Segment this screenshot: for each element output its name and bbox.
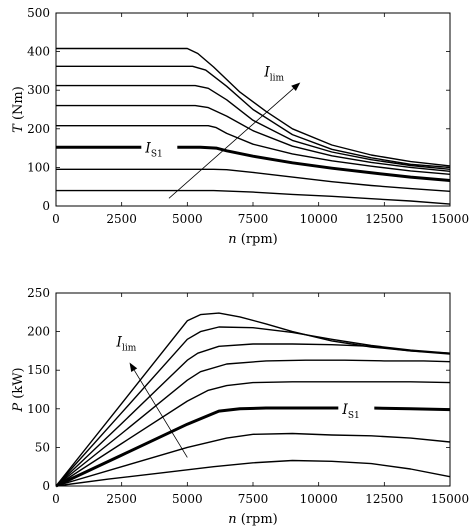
torque-curve-7: [56, 65, 451, 169]
power-y-tick-label: 50: [35, 440, 50, 454]
power-curve-1: [55, 459, 451, 487]
power-ilim-arrow: [129, 362, 188, 458]
torque-is1-sub: S1: [151, 149, 163, 159]
torque-y-tick-label: 300: [27, 83, 50, 97]
torque-x-tick-label: 5000: [172, 212, 203, 226]
torque-y-axis-label: T (Nm): [11, 86, 26, 133]
torque-curves: [56, 47, 451, 205]
torque-x-axis-var: n: [228, 232, 236, 247]
torque-x-tick-label: 7500: [238, 212, 269, 226]
torque-curve-1: [56, 189, 451, 205]
power-y-axis-var: P: [11, 403, 26, 413]
power-curve-2: [55, 432, 451, 487]
power-x-tick-label: 7500: [238, 492, 269, 506]
torque-curve-3-s1: [56, 145, 451, 182]
torque-curve-2: [56, 168, 451, 192]
power-curve-3-s1: [55, 406, 451, 488]
power-y-tick-label: 150: [27, 363, 50, 377]
power-x-axis-unit: (rpm): [237, 512, 278, 527]
torque-curve-4: [56, 125, 451, 175]
power-x-tick-label: 12500: [365, 492, 403, 506]
power-ilim-var: I: [115, 334, 122, 350]
torque-chart: 0 2500 5000 7500 10000 12500 15000 0 100 200 300 4…: [11, 6, 469, 247]
power-is1-label: IS1: [341, 402, 359, 421]
power-curve-7: [55, 326, 451, 487]
torque-x-tick-label: 12500: [365, 212, 403, 226]
torque-x-ticks: 0 2500 5000 7500 10000 12500 15000: [52, 13, 469, 226]
torque-x-tick-label: 0: [52, 212, 60, 226]
power-y-tick-label: 250: [27, 286, 50, 300]
power-x-axis-label: n (rpm): [228, 512, 278, 527]
power-x-tick-label: 5000: [172, 492, 203, 506]
power-ilim-sub: lim: [122, 343, 137, 353]
power-is1-var: I: [341, 402, 348, 418]
torque-x-tick-label: 15000: [431, 212, 469, 226]
power-x-tick-label: 2500: [106, 492, 137, 506]
torque-is1-label-bg: [141, 138, 178, 159]
torque-y-tick-label: 200: [27, 122, 50, 136]
power-x-axis-var: n: [228, 512, 236, 527]
power-is1-sub: S1: [348, 411, 360, 421]
power-x-tick-label: 10000: [300, 492, 338, 506]
torque-y-ticks: 0 100 200 300 400 500: [27, 6, 450, 213]
power-x-ticks: 0 2500 5000 7500 10000 12500 15000: [52, 293, 469, 506]
torque-x-axis-label: n (rpm): [228, 232, 278, 247]
torque-x-tick-label: 10000: [300, 212, 338, 226]
power-ilim-label: Ilim: [115, 334, 136, 353]
power-x-tick-label: 0: [52, 492, 60, 506]
power-y-tick-label: 200: [27, 325, 50, 339]
torque-y-tick-label: 100: [27, 160, 50, 174]
power-y-tick-label: 100: [27, 402, 50, 416]
torque-y-tick-label: 500: [27, 6, 50, 20]
torque-y-tick-label: 0: [42, 199, 50, 213]
power-curve-4: [55, 381, 451, 487]
power-y-ticks: 0 50 100 150 200 250: [27, 286, 450, 493]
torque-y-axis-unit: (Nm): [11, 86, 26, 124]
torque-y-axis-var: T: [11, 123, 26, 133]
torque-ilim-label: Ilim: [263, 64, 284, 83]
torque-is1-var: I: [144, 140, 151, 156]
torque-curve-8: [56, 47, 451, 167]
power-curve-8: [55, 312, 451, 487]
power-chart: 0 2500 5000 7500 10000 12500 15000 0 50 100 150 20…: [11, 286, 469, 527]
torque-x-tick-label: 2500: [106, 212, 137, 226]
torque-curve-6: [56, 84, 451, 170]
power-y-axis-unit: (kW): [11, 367, 26, 403]
torque-x-axis-unit: (rpm): [237, 232, 278, 247]
power-curves: [55, 312, 451, 488]
torque-curve-5: [56, 104, 451, 172]
torque-is1-label: IS1: [144, 140, 162, 159]
torque-ilim-sub: lim: [270, 73, 285, 83]
power-is1-label-bg: [338, 399, 375, 420]
power-curve-5: [55, 359, 451, 487]
power-y-axis-label: P (kW): [11, 367, 26, 412]
torque-y-tick-label: 400: [27, 45, 50, 59]
power-y-tick-label: 0: [42, 479, 50, 493]
torque-ilim-arrow: [168, 82, 301, 199]
power-x-tick-label: 15000: [431, 492, 469, 506]
torque-ilim-var: I: [263, 64, 270, 80]
power-curve-6: [55, 343, 451, 487]
